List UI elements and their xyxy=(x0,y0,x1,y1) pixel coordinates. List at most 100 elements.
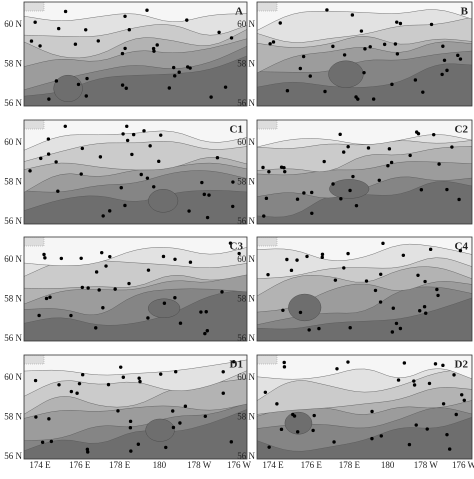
station xyxy=(266,272,270,277)
contour-center xyxy=(148,298,181,318)
station xyxy=(178,421,182,425)
y-label: 56 N xyxy=(237,451,255,461)
station xyxy=(421,90,425,94)
station xyxy=(223,85,228,89)
y-label: 56 N xyxy=(4,333,22,343)
station xyxy=(447,447,452,451)
contour-band xyxy=(24,355,247,376)
x-label: 176 W xyxy=(452,460,474,470)
station xyxy=(377,178,381,183)
x-label: 178 W xyxy=(414,460,439,470)
y-label: 56 N xyxy=(237,98,255,108)
station xyxy=(127,281,131,286)
station xyxy=(161,254,166,259)
station xyxy=(101,306,105,310)
station xyxy=(390,330,395,334)
station xyxy=(209,95,213,99)
station xyxy=(285,89,290,93)
station xyxy=(373,288,378,293)
station xyxy=(202,192,207,197)
station xyxy=(205,329,210,333)
station xyxy=(137,376,141,380)
station xyxy=(217,30,221,35)
station xyxy=(56,189,60,193)
station xyxy=(152,49,156,53)
station xyxy=(123,14,127,18)
station xyxy=(75,391,79,395)
station xyxy=(46,137,51,141)
station xyxy=(378,300,383,304)
station xyxy=(413,78,418,82)
station xyxy=(146,316,150,320)
station xyxy=(268,42,272,46)
station xyxy=(104,264,108,268)
station xyxy=(80,372,85,377)
station xyxy=(310,211,314,215)
station xyxy=(148,144,152,148)
station xyxy=(308,74,312,78)
station xyxy=(119,365,123,369)
contour-band xyxy=(257,120,472,148)
station xyxy=(339,197,343,201)
station xyxy=(370,436,374,441)
station xyxy=(395,52,400,56)
station xyxy=(174,370,178,374)
station xyxy=(85,447,90,452)
panel xyxy=(24,237,247,341)
panel xyxy=(24,2,247,106)
station xyxy=(28,169,32,173)
station xyxy=(298,66,303,71)
station xyxy=(305,254,309,259)
y-label: 58 N xyxy=(237,411,255,421)
station xyxy=(77,381,82,386)
panel xyxy=(24,355,247,459)
panel-label: C1 xyxy=(230,124,243,136)
contour-center xyxy=(288,293,322,322)
station xyxy=(33,378,38,383)
station xyxy=(177,70,181,74)
panel-label: D1 xyxy=(230,359,243,371)
station xyxy=(171,409,175,413)
station xyxy=(80,146,85,151)
station xyxy=(145,8,149,12)
contour-center xyxy=(148,189,179,213)
station xyxy=(207,193,211,197)
station xyxy=(56,26,61,31)
station xyxy=(428,247,433,252)
station xyxy=(331,44,335,49)
station xyxy=(76,82,81,87)
station xyxy=(69,389,74,394)
station xyxy=(445,432,449,437)
station xyxy=(49,439,54,444)
station xyxy=(108,209,112,213)
station xyxy=(278,21,282,25)
station xyxy=(433,362,438,366)
station xyxy=(348,188,352,193)
station xyxy=(162,301,167,305)
station xyxy=(275,402,279,406)
station xyxy=(33,20,37,24)
station xyxy=(94,326,98,330)
station xyxy=(416,273,420,277)
station xyxy=(462,398,466,402)
station xyxy=(425,427,429,431)
station xyxy=(295,258,299,262)
station xyxy=(283,169,287,174)
station xyxy=(57,383,61,387)
contour-center xyxy=(328,60,364,88)
contour-center xyxy=(53,74,83,102)
station xyxy=(271,40,276,44)
station xyxy=(320,252,325,257)
station xyxy=(40,440,45,445)
station xyxy=(298,310,303,315)
station xyxy=(183,404,188,408)
station xyxy=(346,144,350,149)
station xyxy=(418,309,422,313)
y-label: 56 N xyxy=(237,216,255,226)
station xyxy=(121,375,126,379)
station xyxy=(289,268,294,273)
station xyxy=(130,152,134,157)
station xyxy=(445,187,449,192)
station xyxy=(429,22,434,27)
